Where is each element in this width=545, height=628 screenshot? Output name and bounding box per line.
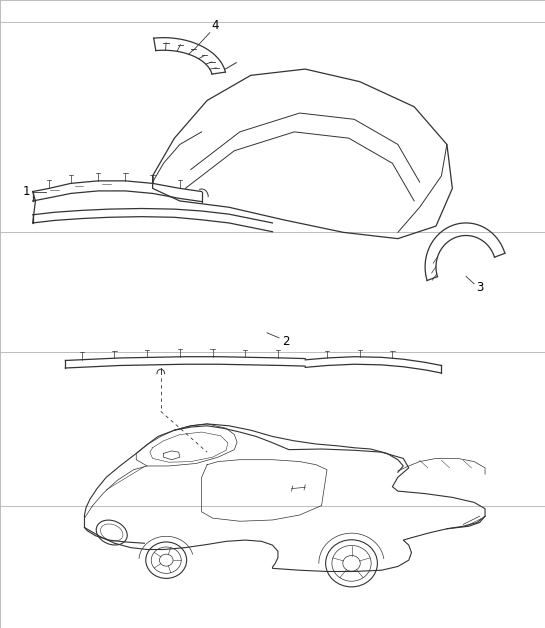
Text: 4: 4 <box>211 19 219 32</box>
Text: 1: 1 <box>22 185 30 198</box>
Text: 3: 3 <box>476 281 483 294</box>
Text: 2: 2 <box>282 335 290 348</box>
